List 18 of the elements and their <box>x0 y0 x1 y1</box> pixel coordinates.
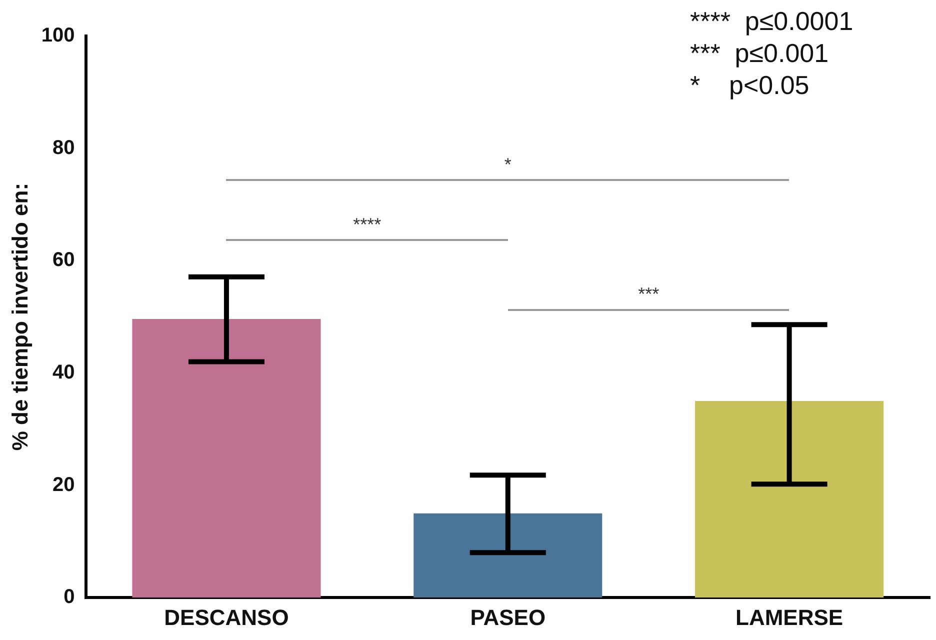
x-tick-label: LAMERSE <box>736 604 844 630</box>
bar <box>695 401 884 598</box>
y-tick-label: 80 <box>52 136 75 159</box>
y-tick-label: 100 <box>41 24 75 47</box>
annotation: * p<0.05 <box>690 70 810 101</box>
x-tick-label: DESCANSO <box>164 604 289 630</box>
x-tick-label: PASEO <box>470 604 546 630</box>
annotation: *** <box>638 284 660 304</box>
y-tick-label: 40 <box>52 361 75 384</box>
annotation: *** p≤0.001 <box>690 38 829 69</box>
y-tick-label: 20 <box>52 474 75 496</box>
bar <box>132 319 321 598</box>
y-axis-title: % de tiempo invertido en: <box>7 182 32 451</box>
y-tick-label: 60 <box>52 249 75 272</box>
annotation: * <box>504 154 512 174</box>
annotation: **** <box>353 214 382 234</box>
y-tick-label: 0 <box>64 586 75 608</box>
annotation: **** p≤0.0001 <box>690 6 854 37</box>
